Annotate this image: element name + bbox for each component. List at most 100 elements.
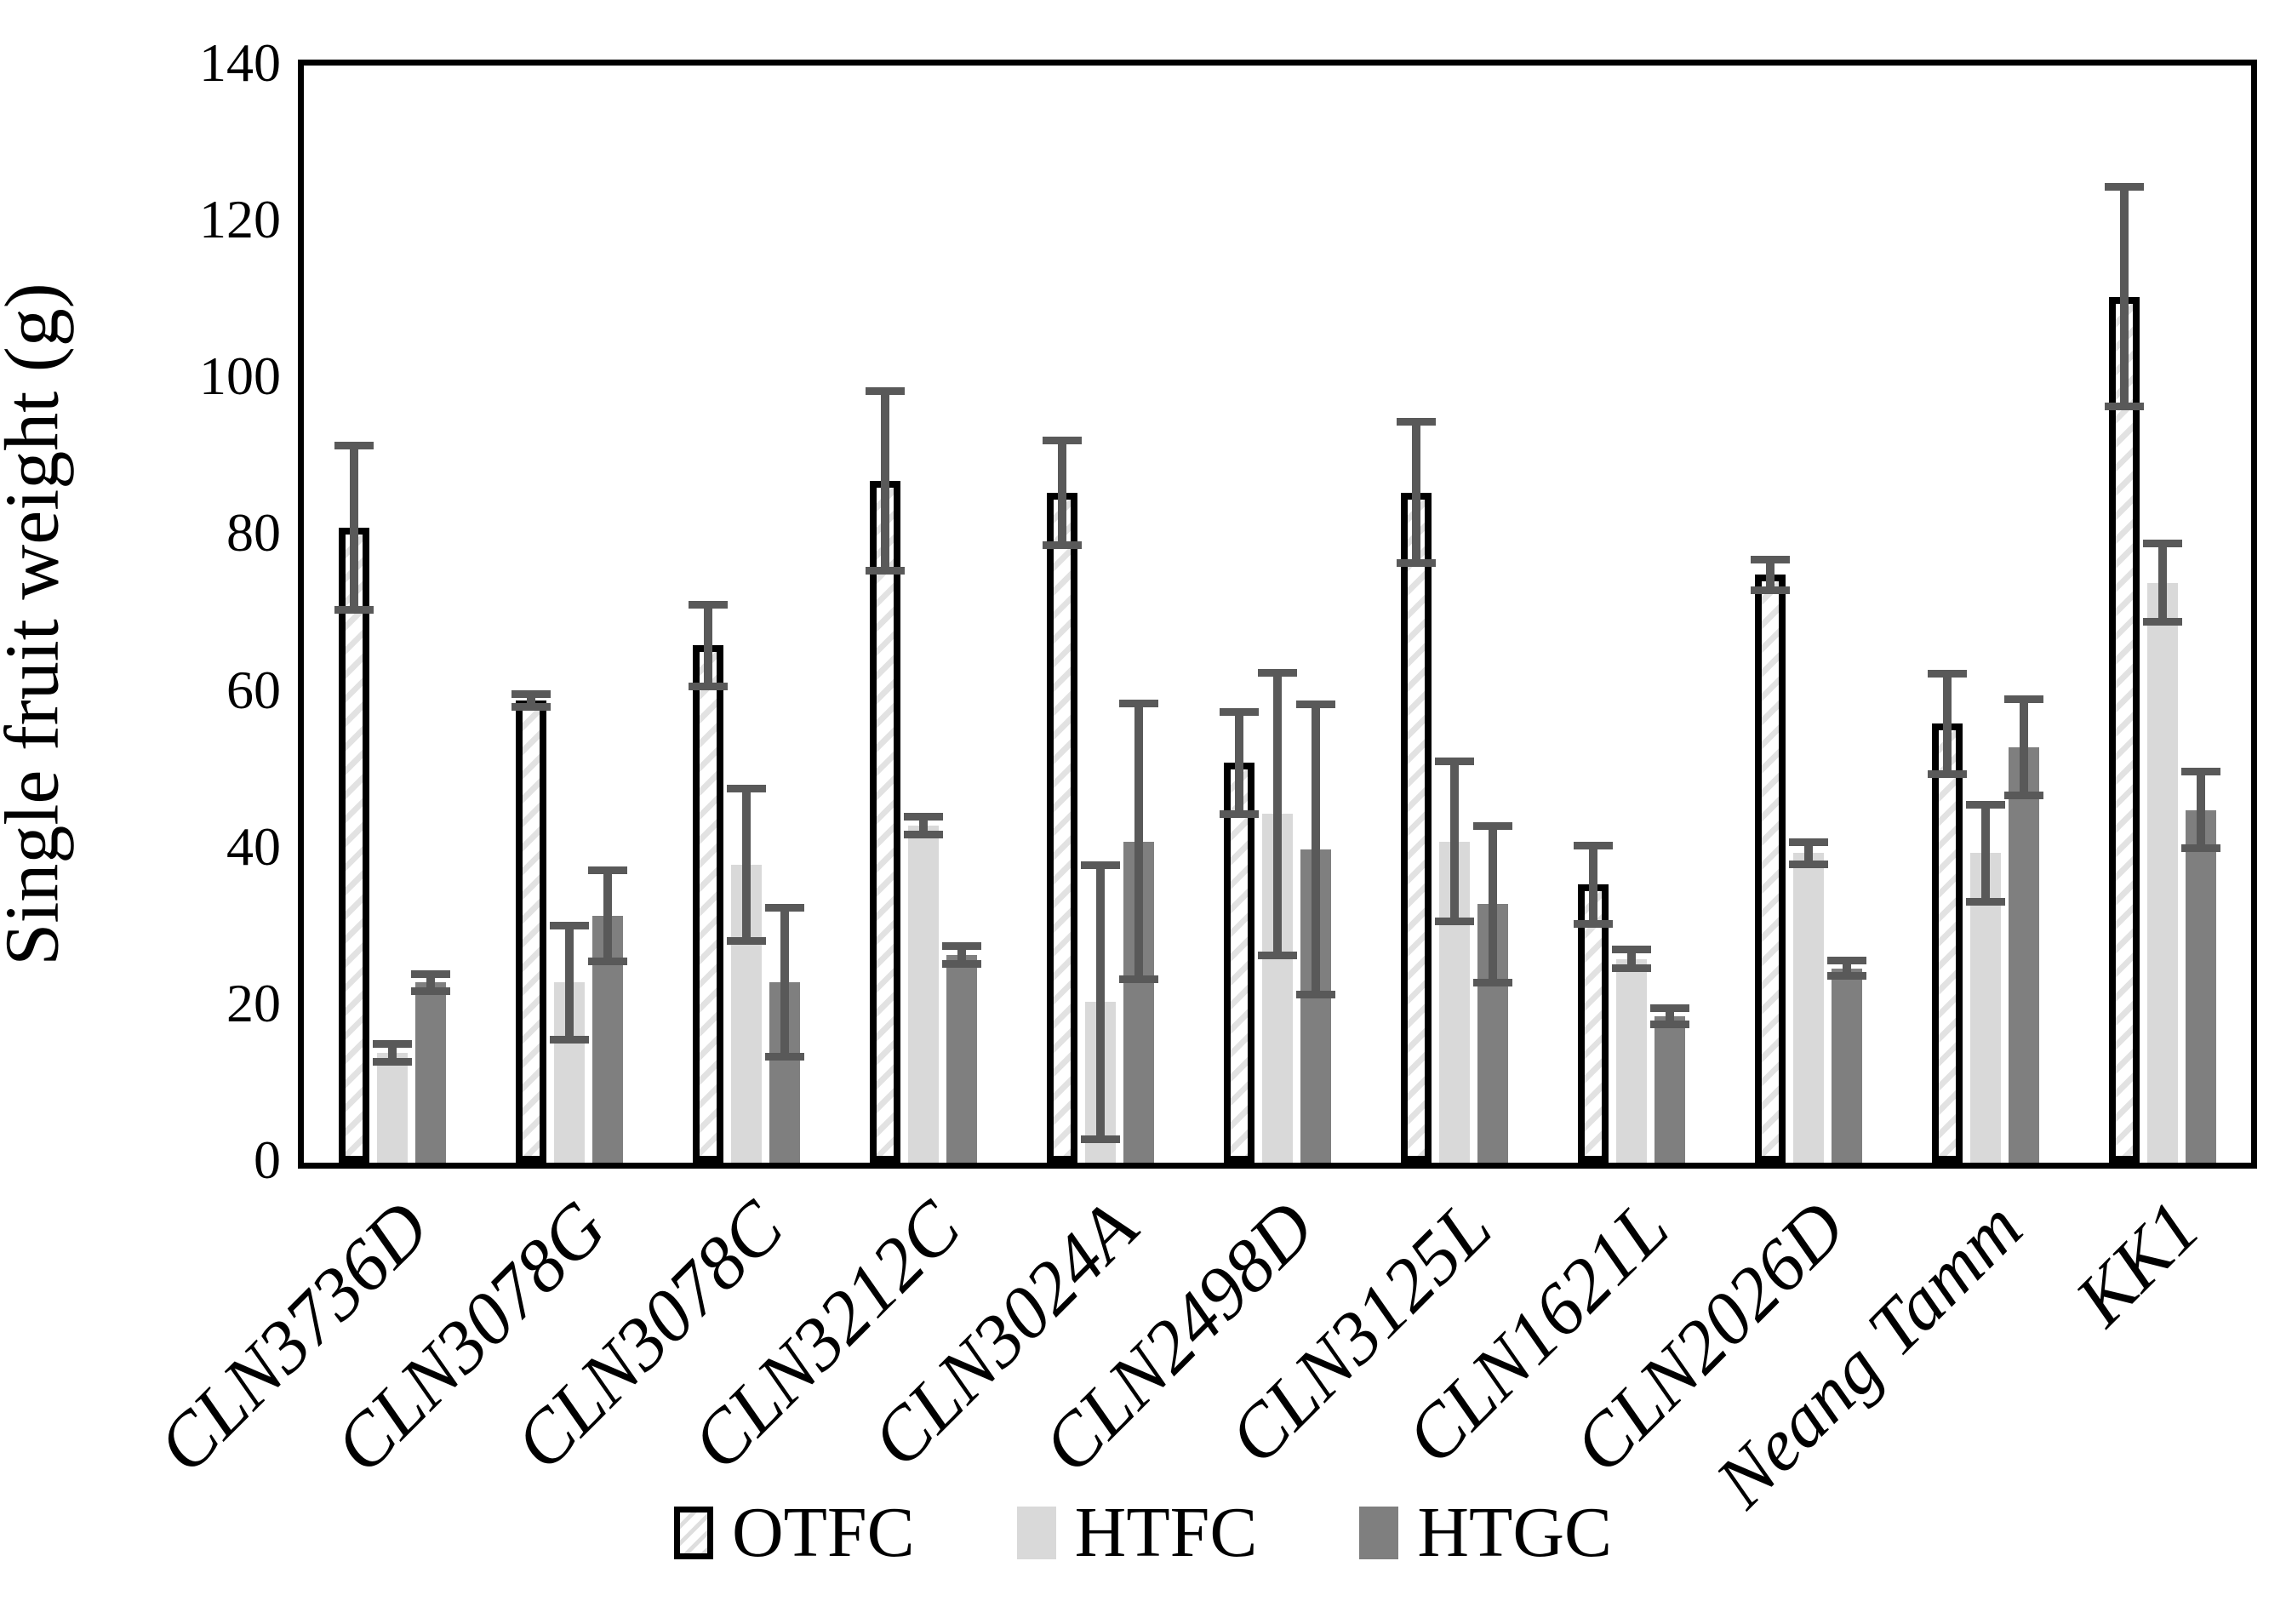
error-bar-stem [919, 816, 928, 835]
bar-htgc [946, 955, 977, 1163]
error-bar-cap [1220, 809, 1259, 818]
plot-area [298, 60, 2257, 1169]
error-bar-stem [1666, 1008, 1674, 1025]
bar-otfc [2109, 296, 2140, 1163]
error-bar-cap [2105, 183, 2144, 192]
error-bar-cap [2004, 791, 2043, 799]
legend-item-htgc: HTGC [1359, 1491, 1612, 1574]
y-axis-title: Single fruit weight (g) [0, 283, 75, 966]
error-bar-cap [1827, 956, 1866, 964]
error-bar-cap [727, 936, 766, 945]
y-tick-label: 140 [199, 32, 281, 94]
bar-htgc [415, 982, 446, 1163]
error-bar-stem [1134, 703, 1143, 980]
error-bar-cap [942, 942, 981, 951]
error-bar-stem [565, 925, 574, 1040]
error-bar-cap [1296, 990, 1335, 998]
error-bar-cap [1612, 964, 1651, 973]
error-bar-cap [1473, 821, 1512, 830]
bar-otfc [516, 700, 546, 1163]
error-bar-cap [765, 1053, 804, 1061]
legend-label: HTGC [1417, 1493, 1613, 1572]
error-bar-cap [2143, 618, 2182, 626]
legend-item-htfc: HTFC [1016, 1491, 1257, 1574]
error-bar-stem [881, 391, 889, 571]
bar-htfc [2147, 582, 2178, 1163]
error-bar-cap [1435, 917, 1474, 925]
bar-htfc [1793, 853, 1824, 1163]
error-bar-stem [2158, 543, 2167, 622]
error-bar-cap [373, 1040, 412, 1049]
bar-htgc [1654, 1015, 1685, 1163]
bar-otfc [1755, 575, 1786, 1163]
y-tick-label: 80 [226, 502, 281, 563]
bar-htgc [1832, 968, 1862, 1163]
error-bar-cap [1043, 540, 1082, 549]
error-bar-stem [1273, 672, 1282, 956]
error-bar-cap [1397, 559, 1436, 568]
error-bar-stem [1058, 440, 1066, 546]
error-bar-cap [334, 606, 374, 615]
error-bar-cap [1258, 951, 1297, 959]
error-bar-stem [1589, 845, 1597, 924]
legend-item-otfc: OTFC [673, 1491, 915, 1574]
error-bar-cap [1119, 975, 1158, 984]
error-bar-cap [2105, 403, 2144, 411]
error-bar-cap [334, 442, 374, 450]
legend-swatch-otfc [673, 1506, 713, 1559]
error-bar-cap [1928, 769, 1967, 778]
error-bar-cap [1258, 669, 1297, 678]
y-tick-label: 120 [199, 189, 281, 250]
error-bar-cap [1966, 800, 2005, 809]
error-bar-cap [1789, 838, 1828, 846]
error-bar-cap [411, 986, 450, 995]
y-tick-label: 100 [199, 346, 281, 407]
bar-htgc [2186, 809, 2216, 1163]
error-bar-cap [2143, 540, 2182, 548]
bar-otfc [1578, 884, 1609, 1163]
error-bar-stem [603, 870, 612, 962]
error-bar-cap [727, 785, 766, 793]
error-bar-cap [1473, 978, 1512, 986]
error-bar-stem [957, 946, 966, 964]
bar-otfc [1932, 723, 1963, 1163]
error-bar-cap [588, 957, 627, 965]
bar-otfc [693, 645, 723, 1163]
error-bar-stem [1843, 960, 1851, 976]
x-category-label: KK1 [2060, 1186, 2216, 1342]
bar-htfc [908, 826, 939, 1163]
error-bar-cap [1650, 1020, 1689, 1028]
error-bar-cap [1220, 708, 1259, 717]
error-bar-stem [1981, 804, 1990, 902]
bar-otfc [1224, 763, 1254, 1163]
error-bar-cap [1827, 972, 1866, 981]
error-bar-cap [511, 702, 551, 711]
error-bar-cap [1397, 418, 1436, 426]
error-bar-stem [1943, 673, 1952, 775]
bar-htfc [1616, 958, 1647, 1163]
error-bar-stem [2020, 699, 2028, 796]
error-bar-cap [942, 959, 981, 968]
error-bar-stem [1312, 704, 1320, 995]
error-bar-cap [550, 921, 589, 929]
error-bar-cap [866, 567, 905, 575]
error-bar-cap [1789, 860, 1828, 868]
error-bar-cap [1043, 436, 1082, 444]
error-bar-cap [588, 866, 627, 875]
y-tick-label: 20 [226, 972, 281, 1033]
error-bar-stem [527, 694, 535, 707]
error-bar-cap [904, 813, 943, 821]
error-bar-cap [904, 830, 943, 838]
error-bar-cap [1966, 897, 2005, 906]
error-bar-cap [765, 904, 804, 912]
error-bar-cap [1612, 946, 1651, 954]
bar-htgc [2009, 747, 2039, 1163]
error-bar-stem [1627, 949, 1636, 969]
error-bar-cap [1928, 669, 1967, 678]
error-bar-cap [1650, 1004, 1689, 1013]
error-bar-stem [742, 788, 751, 941]
error-bar-cap [2181, 768, 2220, 776]
error-bar-cap [1081, 1135, 1120, 1143]
error-bar-stem [1450, 761, 1459, 922]
